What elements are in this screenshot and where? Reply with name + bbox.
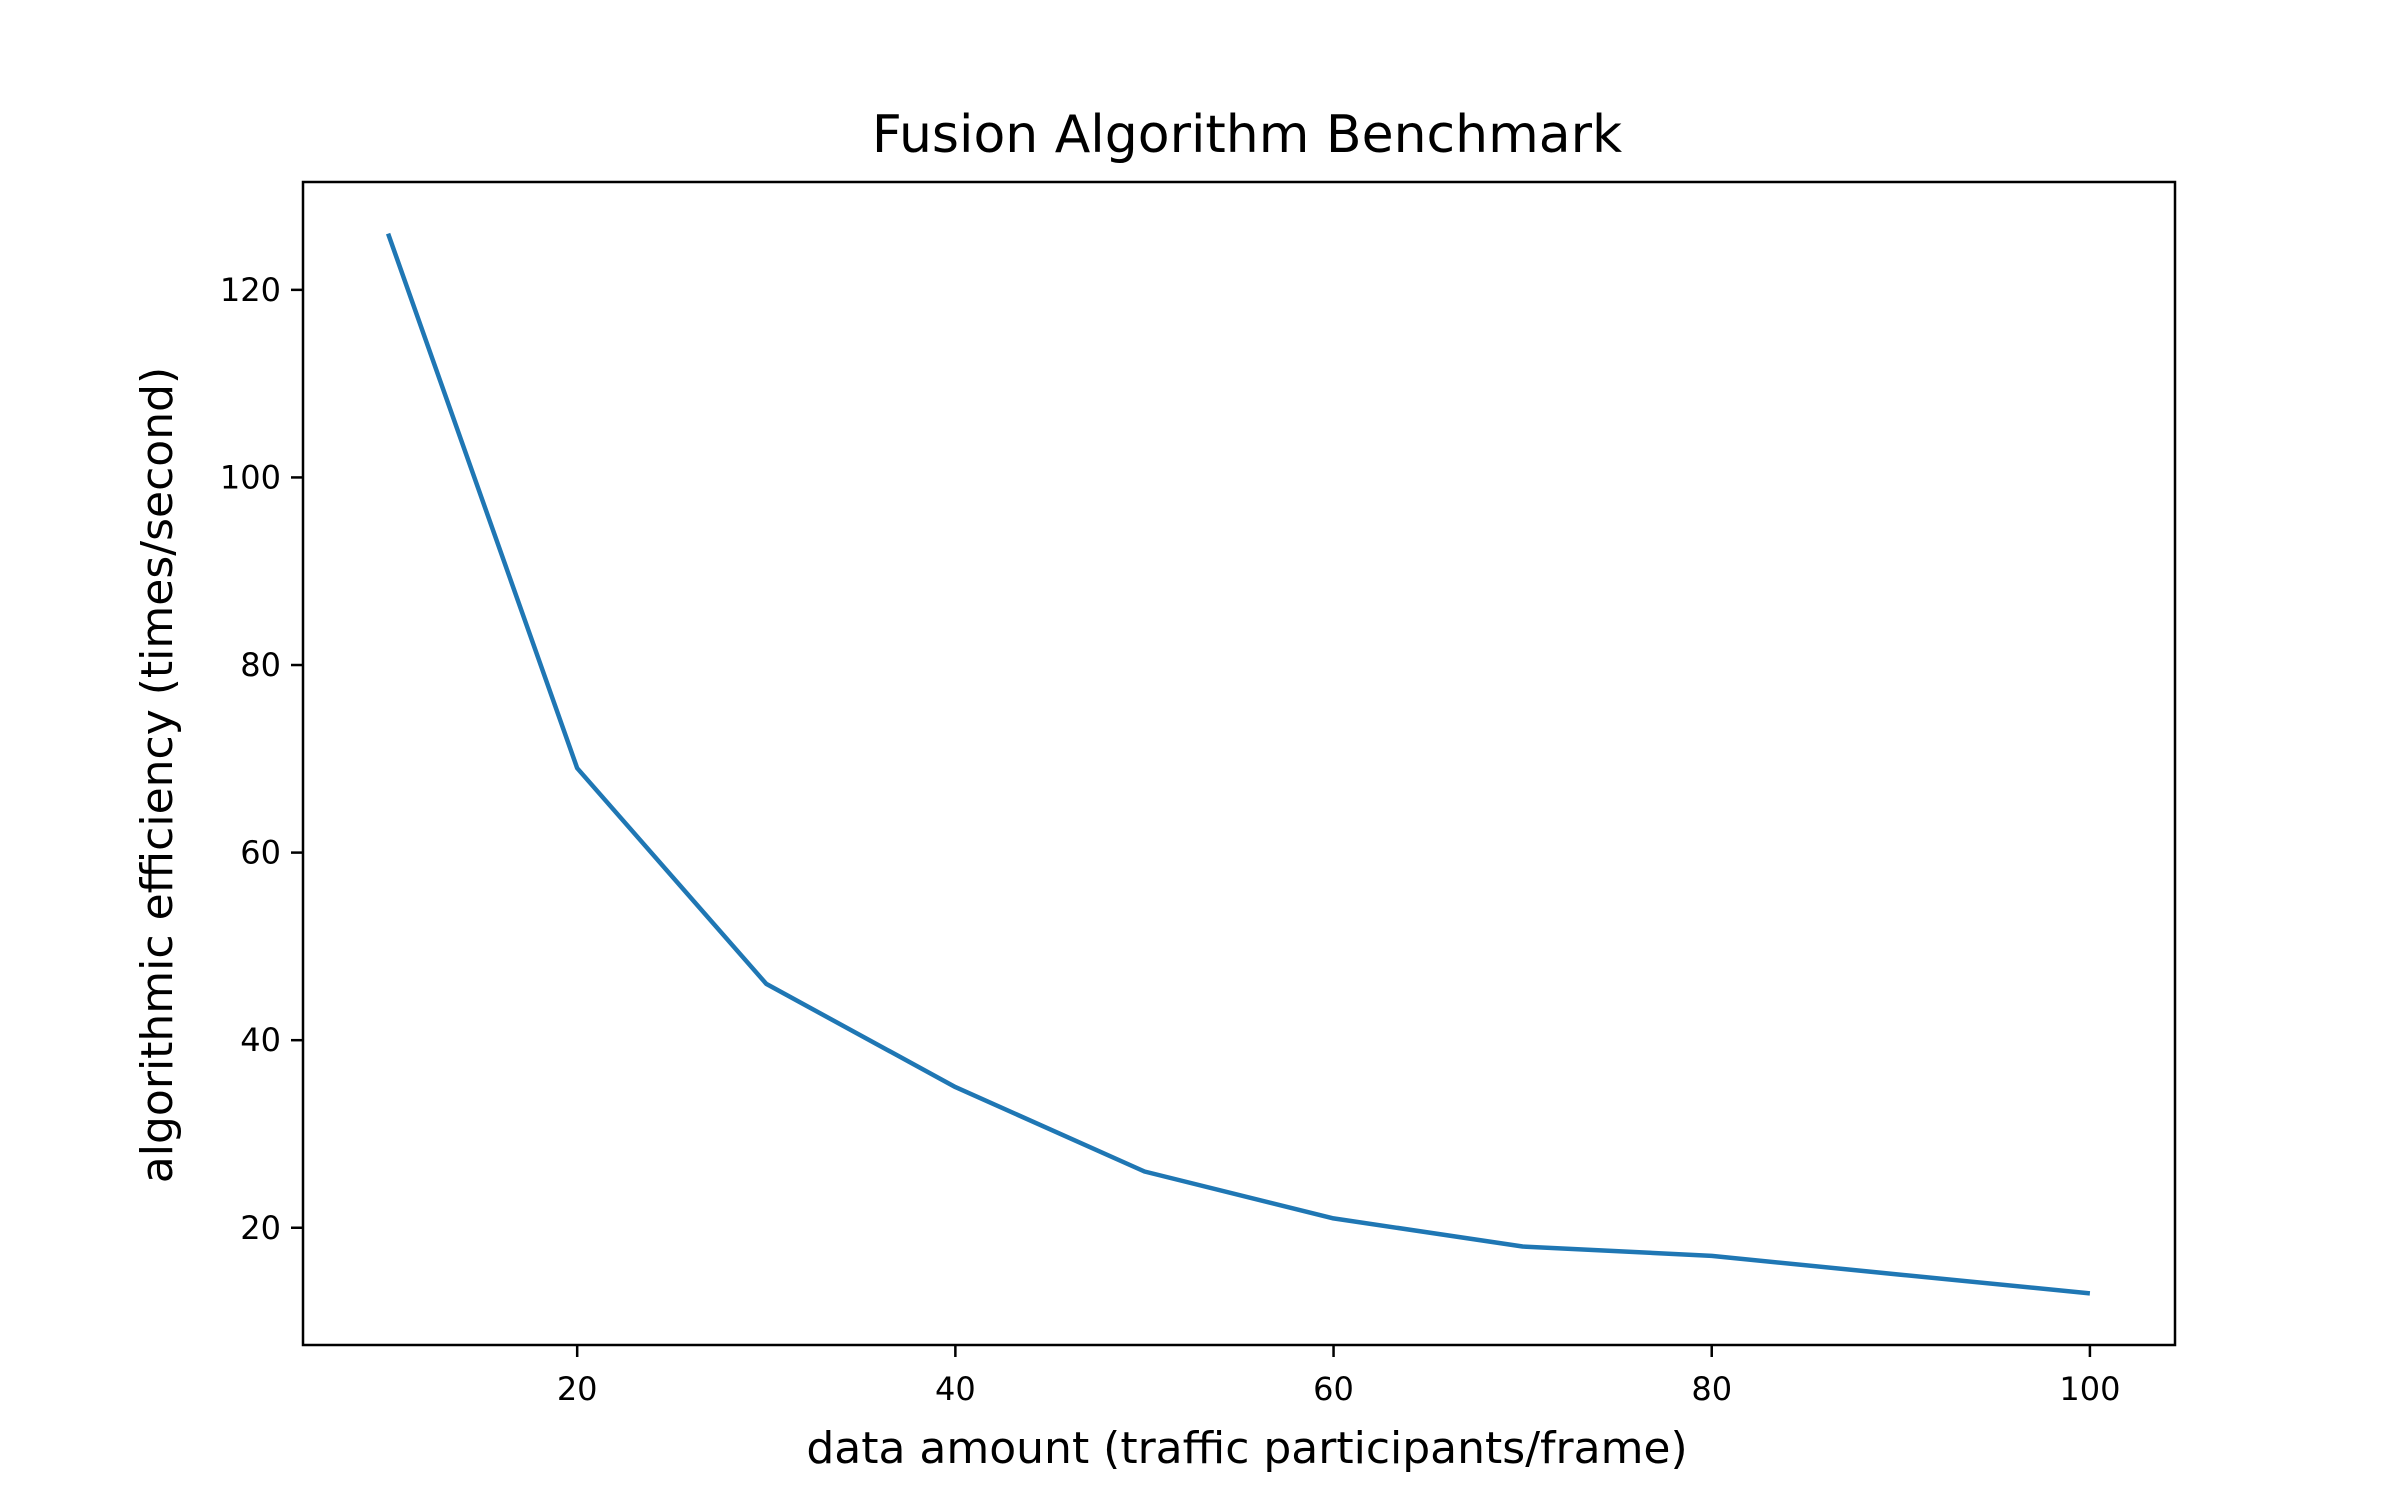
chart-title: Fusion Algorithm Benchmark — [872, 105, 1622, 165]
x-tick-label: 60 — [1313, 1370, 1354, 1408]
x-tick-label: 40 — [935, 1370, 976, 1408]
x-tick-label: 20 — [557, 1370, 598, 1408]
plot-frame — [301, 180, 2177, 1347]
y-tick-label: 20 — [240, 1209, 281, 1247]
plot-area: 20 40 60 80 100 20 40 60 80 100 120 — [220, 180, 2177, 1408]
y-tick-label: 40 — [240, 1021, 281, 1059]
x-tick-label: 100 — [2059, 1370, 2120, 1408]
x-axis-label: data amount (traffic participants/frame) — [806, 1423, 1687, 1474]
series-line-0 — [385, 232, 2091, 1296]
y-axis-label: algorithmic efficiency (times/second) — [132, 367, 183, 1183]
y-tick-label: 120 — [220, 271, 281, 309]
y-tick-label: 60 — [240, 834, 281, 872]
y-tick-label: 80 — [240, 646, 281, 684]
x-tick-label: 80 — [1691, 1370, 1732, 1408]
y-tick-label: 100 — [220, 458, 281, 496]
